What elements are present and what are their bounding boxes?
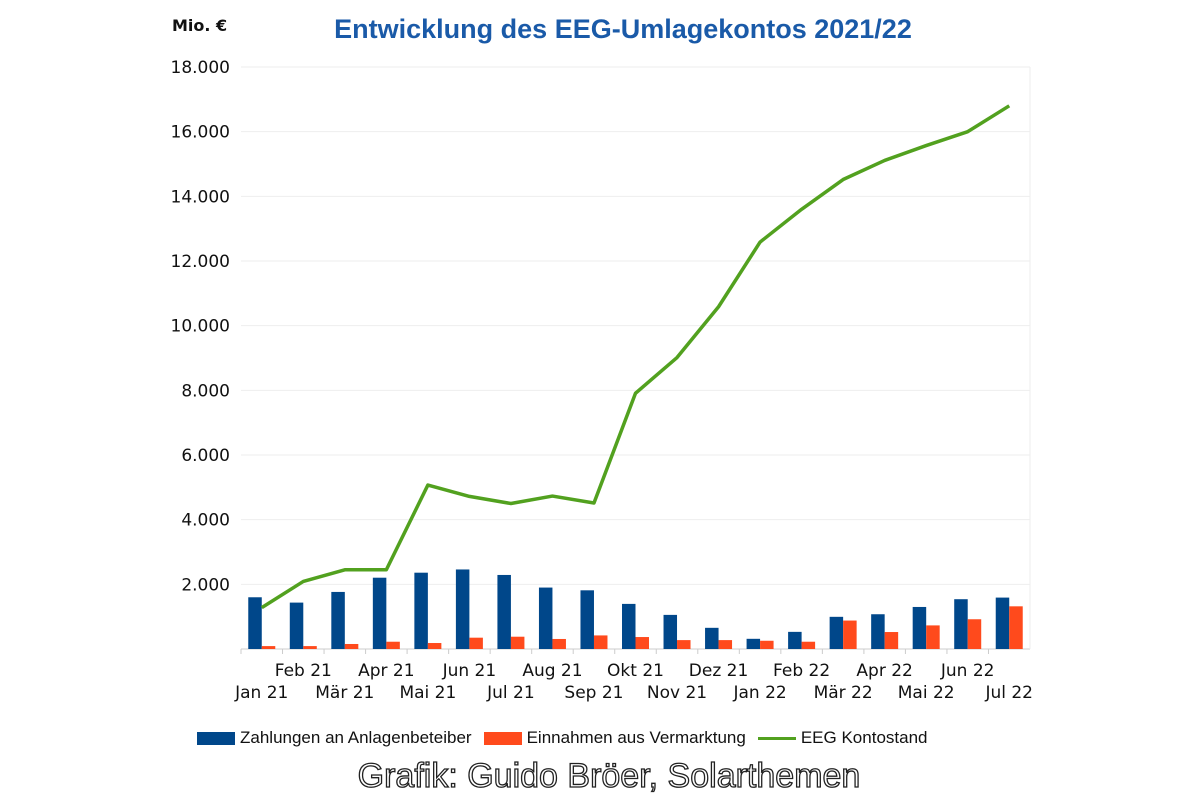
bar-einnahmen: [801, 641, 816, 649]
legend-item-zahlungen: Zahlungen an Anlagenbeteiber: [197, 728, 472, 748]
bar-einnahmen: [261, 646, 276, 649]
legend-item-kontostand: EEG Kontostand: [757, 728, 928, 748]
bar-zahlungen: [372, 577, 387, 649]
x-tick-label: Nov 21: [647, 683, 707, 703]
y-tick-label: 12.000: [171, 252, 230, 272]
x-tick-label: Okt 21: [607, 661, 664, 681]
bar-zahlungen: [788, 631, 802, 649]
y-tick-label: 16.000: [171, 123, 230, 143]
bar-einnahmen: [884, 632, 899, 649]
y-tick-label: 6.000: [181, 446, 230, 466]
bar-zahlungen: [248, 597, 262, 649]
bar-einnahmen: [843, 620, 857, 649]
bar-zahlungen: [705, 627, 719, 649]
bar-einnahmen: [1009, 606, 1023, 649]
bar-einnahmen: [718, 640, 733, 649]
bar-zahlungen: [829, 616, 844, 649]
bar-einnahmen: [303, 646, 317, 649]
legend: Zahlungen an Anlagenbeteiber Einnahmen a…: [197, 728, 939, 748]
y-tick-label: 10.000: [171, 317, 230, 337]
bar-zahlungen: [871, 614, 885, 649]
x-tick-label: Jul 21: [486, 683, 535, 703]
legend-line: [757, 736, 796, 740]
x-tick-label: Sep 21: [564, 683, 623, 703]
legend-item-einnahmen: Einnahmen aus Vermarktung: [483, 728, 746, 748]
bar-einnahmen: [469, 637, 483, 649]
bar-zahlungen: [954, 599, 968, 649]
x-tick-label: Dez 21: [689, 661, 749, 681]
x-tick-label: Aug 21: [522, 661, 582, 681]
y-tick-label: 2.000: [181, 575, 230, 595]
x-tick-label: Feb 21: [275, 661, 332, 681]
legend-swatch: [483, 731, 522, 745]
chart-title: Entwicklung des EEG-Umlagekontos 2021/22: [334, 14, 912, 44]
bar-einnahmen: [510, 636, 525, 649]
bar-einnahmen: [427, 643, 442, 649]
x-tick-label: Jun 22: [940, 661, 995, 681]
bar-zahlungen: [538, 587, 553, 649]
bar-einnahmen: [760, 640, 774, 649]
x-tick-label: Mai 21: [399, 683, 456, 703]
y-tick-label: 8.000: [181, 381, 230, 401]
legend-label: Einnahmen aus Vermarktung: [526, 728, 746, 747]
x-tick-label: Jul 22: [984, 683, 1033, 703]
bar-einnahmen: [552, 638, 566, 649]
bar-einnahmen: [677, 640, 691, 649]
bar-einnahmen: [967, 619, 982, 649]
bar-einnahmen: [344, 643, 359, 649]
credit-watermark: Grafik: Guido Bröer, Solarthemen: [357, 756, 861, 795]
bar-zahlungen: [746, 638, 761, 649]
bar-zahlungen: [289, 602, 304, 649]
bar-zahlungen: [663, 614, 678, 649]
x-tick-label: Mär 22: [814, 683, 873, 703]
legend-swatch: [197, 731, 235, 745]
bar-zahlungen: [414, 572, 428, 649]
legend-label: Zahlungen an Anlagenbeteiber: [240, 728, 472, 747]
y-axis-unit: Mio. €: [172, 16, 228, 35]
bar-zahlungen: [331, 591, 345, 649]
x-tick-label: Mai 22: [898, 683, 955, 703]
bar-zahlungen: [455, 569, 470, 649]
x-tick-label: Jan 22: [732, 683, 786, 703]
x-tick-label: Jan 21: [234, 683, 288, 703]
y-tick-label: 4.000: [181, 511, 230, 531]
legend-label: EEG Kontostand: [800, 728, 928, 747]
bar-zahlungen: [912, 606, 927, 649]
bar-einnahmen: [635, 637, 649, 649]
x-tick-label: Mär 21: [315, 683, 374, 703]
line-kontostand: [260, 104, 1011, 610]
bar-zahlungen: [497, 574, 511, 649]
y-tick-label: 14.000: [171, 187, 230, 207]
x-tick-label: Jun 21: [442, 661, 497, 681]
y-tick-label: 18.000: [171, 58, 230, 78]
bar-einnahmen: [926, 625, 940, 649]
bar-zahlungen: [580, 590, 594, 649]
bar-zahlungen: [622, 603, 636, 649]
x-tick-label: Feb 22: [773, 661, 830, 681]
bar-zahlungen: [995, 597, 1010, 649]
x-tick-label: Apr 21: [358, 661, 414, 681]
bar-einnahmen: [593, 635, 608, 649]
x-tick-label: Apr 22: [856, 661, 912, 681]
bar-einnahmen: [386, 641, 400, 649]
